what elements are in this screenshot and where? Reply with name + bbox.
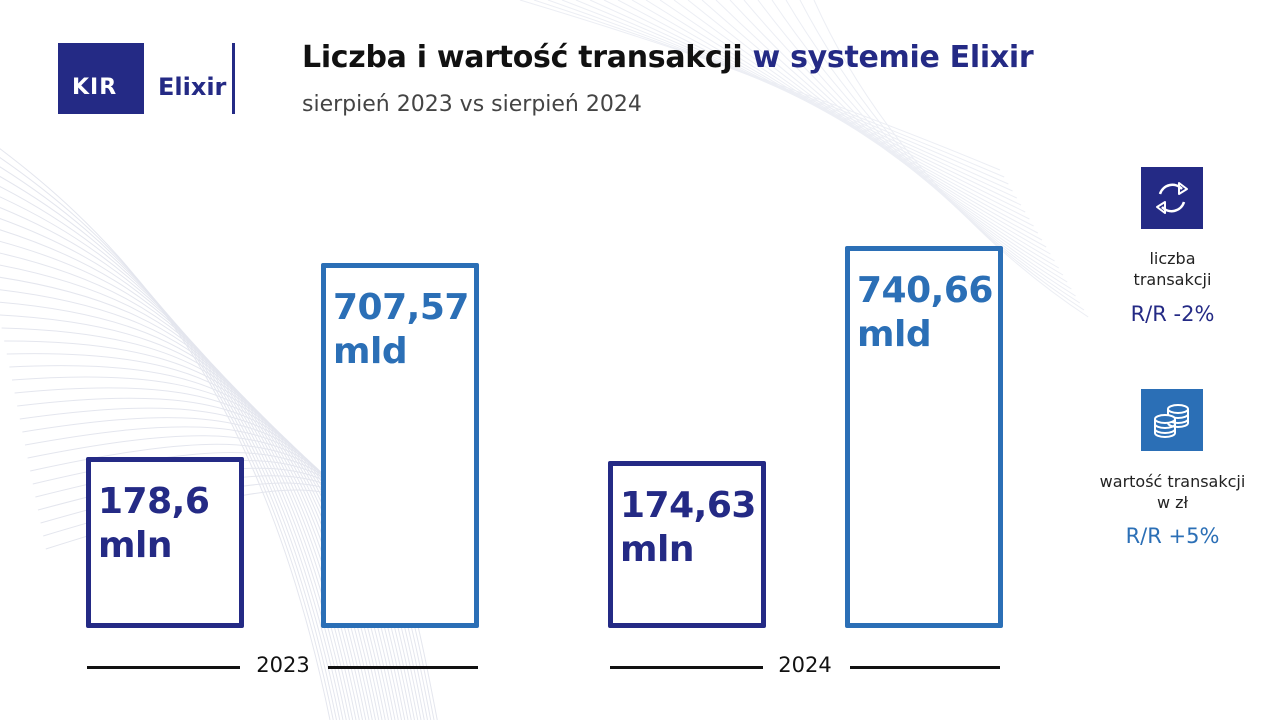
background-line [673, 0, 1047, 248]
legend-count-line2: transakcji [1133, 270, 1212, 289]
coin-stack-icon [1141, 389, 1203, 451]
background-line [0, 157, 334, 720]
background-line [813, 0, 1089, 318]
background-line [0, 186, 344, 720]
legend-value-line1: wartość transakcji [1099, 472, 1246, 491]
background-line [785, 0, 1081, 304]
logo-divider [232, 43, 235, 114]
background-line [729, 0, 1064, 276]
bar-value: 174,63 [620, 485, 756, 526]
kir-logo: KIR [58, 43, 144, 114]
page-title: Liczba i wartość transakcji w systemie E… [302, 40, 1034, 75]
legend-value-line2: w zł [1156, 493, 1189, 512]
background-line [0, 148, 331, 720]
refresh-arrows-icon [1141, 167, 1203, 229]
bar-label: 178,6 mln [98, 480, 210, 568]
background-line [743, 0, 1068, 283]
bar-count-2024: 174,63 mln [608, 461, 766, 628]
background-line [701, 0, 1055, 262]
axis-line-2024-right [850, 666, 1000, 669]
axis-line-2023-right [328, 666, 478, 669]
background-line [757, 0, 1072, 290]
bar-value: 740,66 [857, 270, 993, 311]
title-main: Liczba i wartość transakcji [302, 40, 743, 75]
background-line [0, 207, 350, 720]
legend-value-label: wartość transakcji w zł [1090, 471, 1255, 513]
elixir-logo-text: Elixir [158, 73, 227, 101]
bar-unit: mln [620, 529, 694, 570]
bar-value: 178,6 [98, 481, 210, 522]
legend-value-change: R/R +5% [1125, 524, 1220, 548]
page-subtitle: sierpień 2023 vs sierpień 2024 [302, 92, 642, 117]
year-label-2024: 2024 [778, 653, 832, 677]
bar-unit: mln [98, 525, 172, 566]
legend-count-line1: liczba [1149, 249, 1196, 268]
bar-label: 174,63 mln [620, 484, 756, 572]
legend-count-change: R/R -2% [1130, 302, 1215, 326]
bar-value-2024: 740,66 mld [845, 246, 1003, 628]
background-line [575, 0, 1018, 199]
background-line [799, 0, 1085, 311]
background-line [771, 0, 1076, 297]
background-line [687, 0, 1051, 255]
axis-line-2024-left [610, 666, 763, 669]
legend-count-label: liczba transakcji [1090, 248, 1255, 290]
bar-unit: mld [333, 331, 408, 372]
title-accent: w systemie Elixir [752, 40, 1034, 75]
year-label-2023: 2023 [256, 653, 310, 677]
bar-count-2023: 178,6 mln [86, 457, 244, 628]
bar-label: 707,57 mld [333, 286, 469, 374]
bar-value-2023: 707,57 mld [321, 263, 479, 628]
bar-value: 707,57 [333, 287, 469, 328]
background-line [715, 0, 1060, 269]
bar-unit: mld [857, 314, 932, 355]
background-line [0, 166, 337, 720]
axis-line-2023-left [87, 666, 240, 669]
background-line [0, 175, 341, 720]
kir-logo-text: KIR [72, 75, 118, 100]
bar-label: 740,66 mld [857, 269, 993, 357]
